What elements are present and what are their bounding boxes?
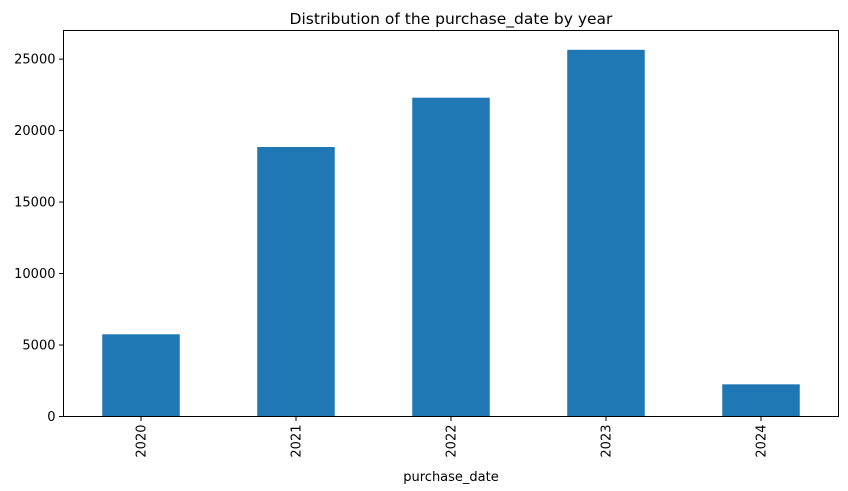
bars-layer (102, 49, 800, 417)
bar-2021 (257, 147, 335, 417)
y-tick-label: 20000 (14, 124, 55, 139)
x-tick-label-2021: 2021 (290, 425, 305, 458)
bar-2023 (567, 49, 645, 417)
x-tick-label-2023: 2023 (600, 425, 615, 458)
x-axis-label: purchase_date (403, 470, 499, 485)
x-tick-label-2024: 2024 (755, 425, 770, 458)
x-tick-label-2020: 2020 (135, 425, 150, 458)
y-tick-label: 15000 (14, 196, 55, 211)
x-axis: 2020 2021 2022 2023 2024 (135, 416, 770, 458)
bar-2022 (412, 97, 490, 417)
y-tick-label: 5000 (22, 339, 55, 354)
bar-2024 (722, 384, 800, 417)
y-tick-label: 25000 (14, 53, 55, 68)
x-tick-label-2022: 2022 (445, 425, 460, 458)
chart-title: Distribution of the purchase_date by yea… (290, 10, 614, 29)
y-axis: 0 5000 10000 15000 20000 25000 (14, 53, 64, 425)
y-tick-label: 10000 (14, 267, 55, 282)
bar-2020 (102, 334, 180, 417)
y-tick-label: 0 (47, 410, 55, 425)
plot-frame (63, 30, 839, 417)
